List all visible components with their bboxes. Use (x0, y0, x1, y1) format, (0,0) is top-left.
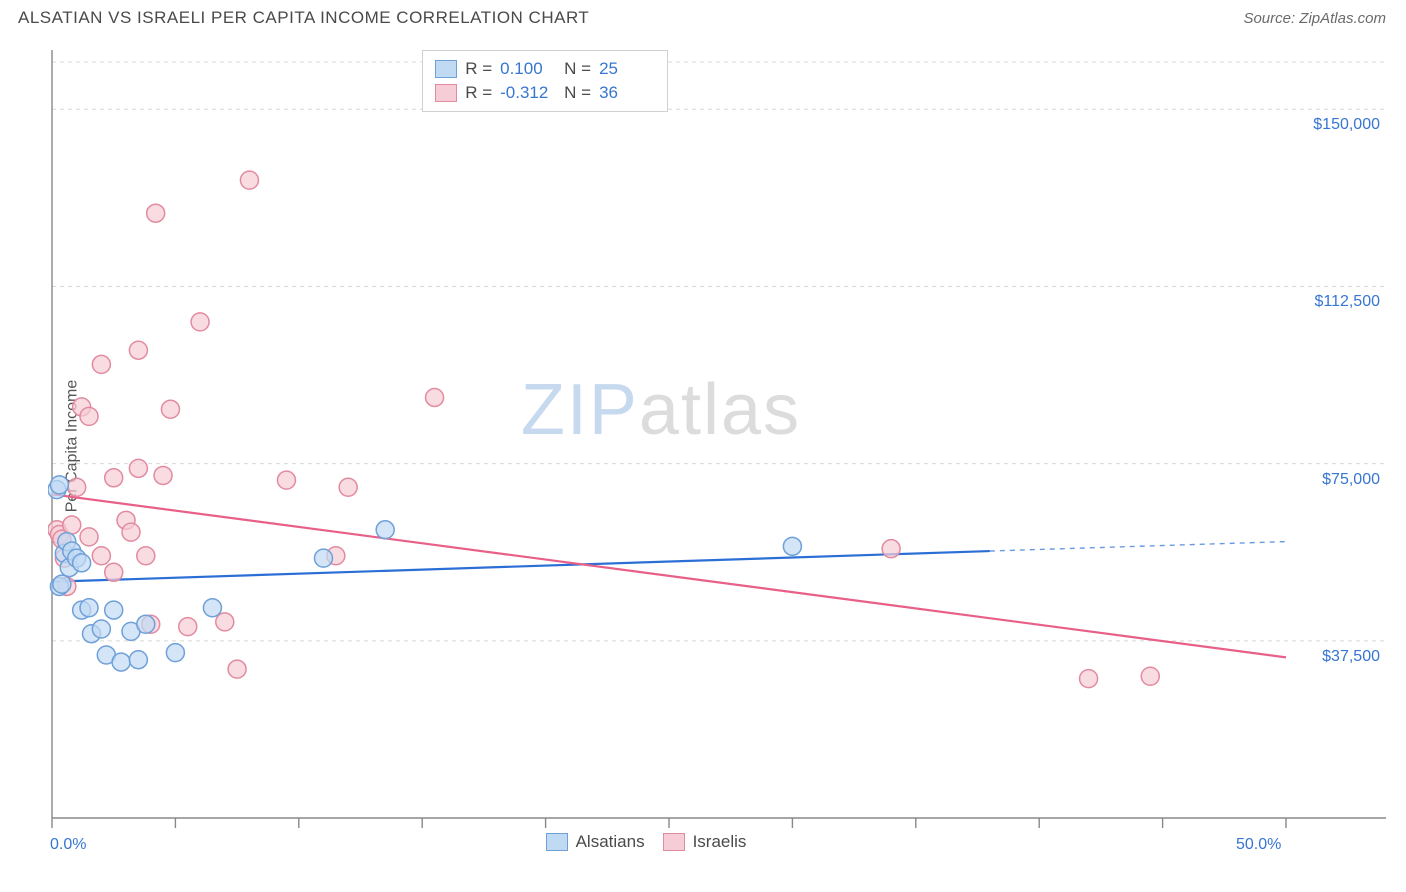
legend-swatch (663, 833, 685, 851)
legend-series: Alsatians Israelis (546, 832, 747, 852)
legend-r-value: 0.100 (500, 59, 556, 79)
legend-n-label: N = (564, 83, 591, 103)
y-tick-label: $112,500 (1314, 293, 1380, 311)
chart-container: ALSATIAN VS ISRAELI PER CAPITA INCOME CO… (0, 0, 1406, 892)
legend-r-label: R = (465, 83, 492, 103)
source-label: Source: ZipAtlas.com (1243, 10, 1386, 27)
chart-title: ALSATIAN VS ISRAELI PER CAPITA INCOME CO… (18, 8, 589, 28)
legend-correlation: R = 0.100 N = 25 R = -0.312 N = 36 (422, 50, 668, 112)
x-tick-label: 50.0% (1236, 836, 1281, 854)
legend-series-label: Israelis (693, 832, 747, 852)
legend-item: Israelis (663, 832, 747, 852)
header: ALSATIAN VS ISRAELI PER CAPITA INCOME CO… (0, 0, 1406, 34)
legend-row: R = -0.312 N = 36 (435, 81, 655, 105)
legend-swatch (546, 833, 568, 851)
y-tick-label: $37,500 (1322, 648, 1380, 666)
scatter-plot (48, 50, 1386, 832)
x-tick-label: 0.0% (50, 836, 86, 854)
y-tick-label: $75,000 (1322, 471, 1380, 489)
legend-r-label: R = (465, 59, 492, 79)
legend-swatch (435, 84, 457, 102)
legend-r-value: -0.312 (500, 83, 556, 103)
legend-item: Alsatians (546, 832, 645, 852)
legend-series-label: Alsatians (576, 832, 645, 852)
legend-n-label: N = (564, 59, 591, 79)
legend-row: R = 0.100 N = 25 (435, 57, 655, 81)
y-tick-label: $150,000 (1313, 116, 1380, 134)
chart-area: ZIPatlas R =0.100N =25R =-0.312N =36 (48, 50, 1386, 832)
legend-swatch (435, 60, 457, 78)
legend-n-value: 25 (599, 59, 655, 79)
legend-n-value: 36 (599, 83, 655, 103)
